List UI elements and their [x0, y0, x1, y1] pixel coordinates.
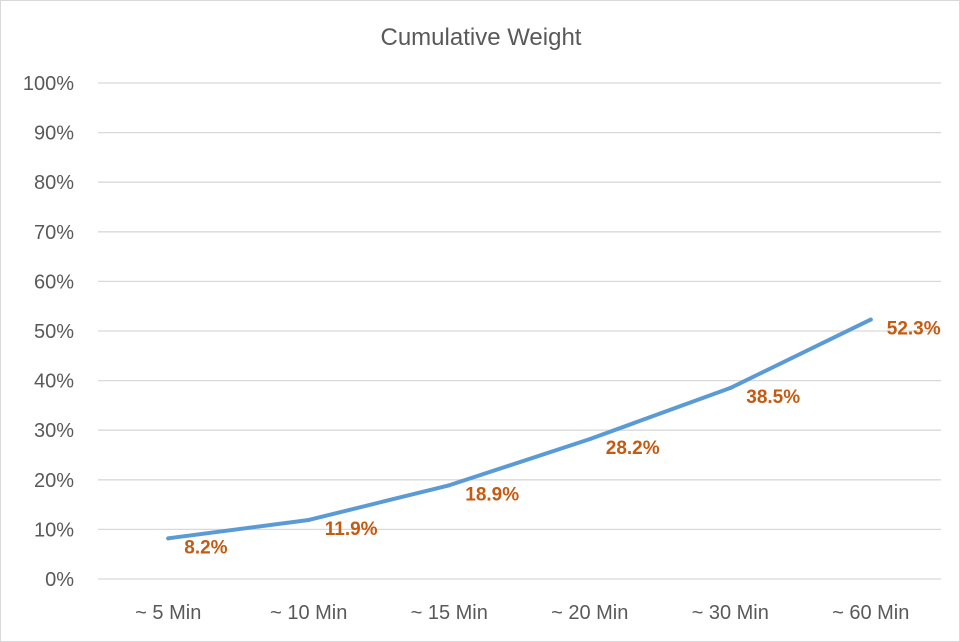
data-label: 28.2%	[606, 438, 660, 459]
gridlines	[98, 82, 941, 580]
x-tick-label: ~ 30 Min	[692, 602, 769, 624]
data-labels: 8.2% 11.9% 18.9% 28.2% 38.5% 52.3%	[184, 319, 940, 559]
data-point	[587, 437, 592, 442]
x-tick-label: ~ 10 Min	[270, 602, 347, 624]
y-tick-label: 0%	[45, 569, 74, 591]
y-tick-label: 80%	[34, 172, 74, 194]
data-point	[728, 386, 733, 391]
data-point	[447, 483, 452, 488]
series-line	[166, 317, 873, 541]
y-tick-label: 40%	[34, 371, 74, 393]
x-axis-ticks: ~ 5 Min ~ 10 Min ~ 15 Min ~ 20 Min ~ 30 Min ~…	[135, 602, 909, 624]
data-label: 8.2%	[184, 537, 227, 558]
x-tick-label: ~ 20 Min	[551, 602, 628, 624]
data-label: 52.3%	[887, 319, 941, 340]
y-tick-label: 30%	[34, 420, 74, 442]
x-tick-label: ~ 15 Min	[411, 602, 488, 624]
data-label: 18.9%	[465, 484, 519, 505]
data-label: 11.9%	[325, 519, 378, 540]
data-point	[868, 317, 873, 322]
y-tick-label: 90%	[34, 123, 74, 145]
y-tick-label: 20%	[34, 470, 74, 492]
y-axis-ticks: 0% 10% 20% 30% 40% 50% 60% 70% 80% 90% 100%	[23, 73, 74, 591]
series-layer	[166, 317, 873, 541]
y-tick-label: 60%	[34, 271, 74, 293]
y-tick-label: 70%	[34, 222, 74, 244]
y-tick-label: 10%	[34, 519, 74, 541]
y-tick-label: 50%	[34, 321, 74, 343]
x-tick-label: ~ 60 Min	[832, 602, 909, 624]
y-tick-label: 100%	[23, 73, 74, 95]
x-tick-label: ~ 5 Min	[135, 602, 201, 624]
data-point	[166, 536, 171, 541]
chart-title: Cumulative Weight	[381, 24, 582, 51]
data-point	[306, 517, 311, 522]
data-label: 38.5%	[746, 387, 800, 408]
